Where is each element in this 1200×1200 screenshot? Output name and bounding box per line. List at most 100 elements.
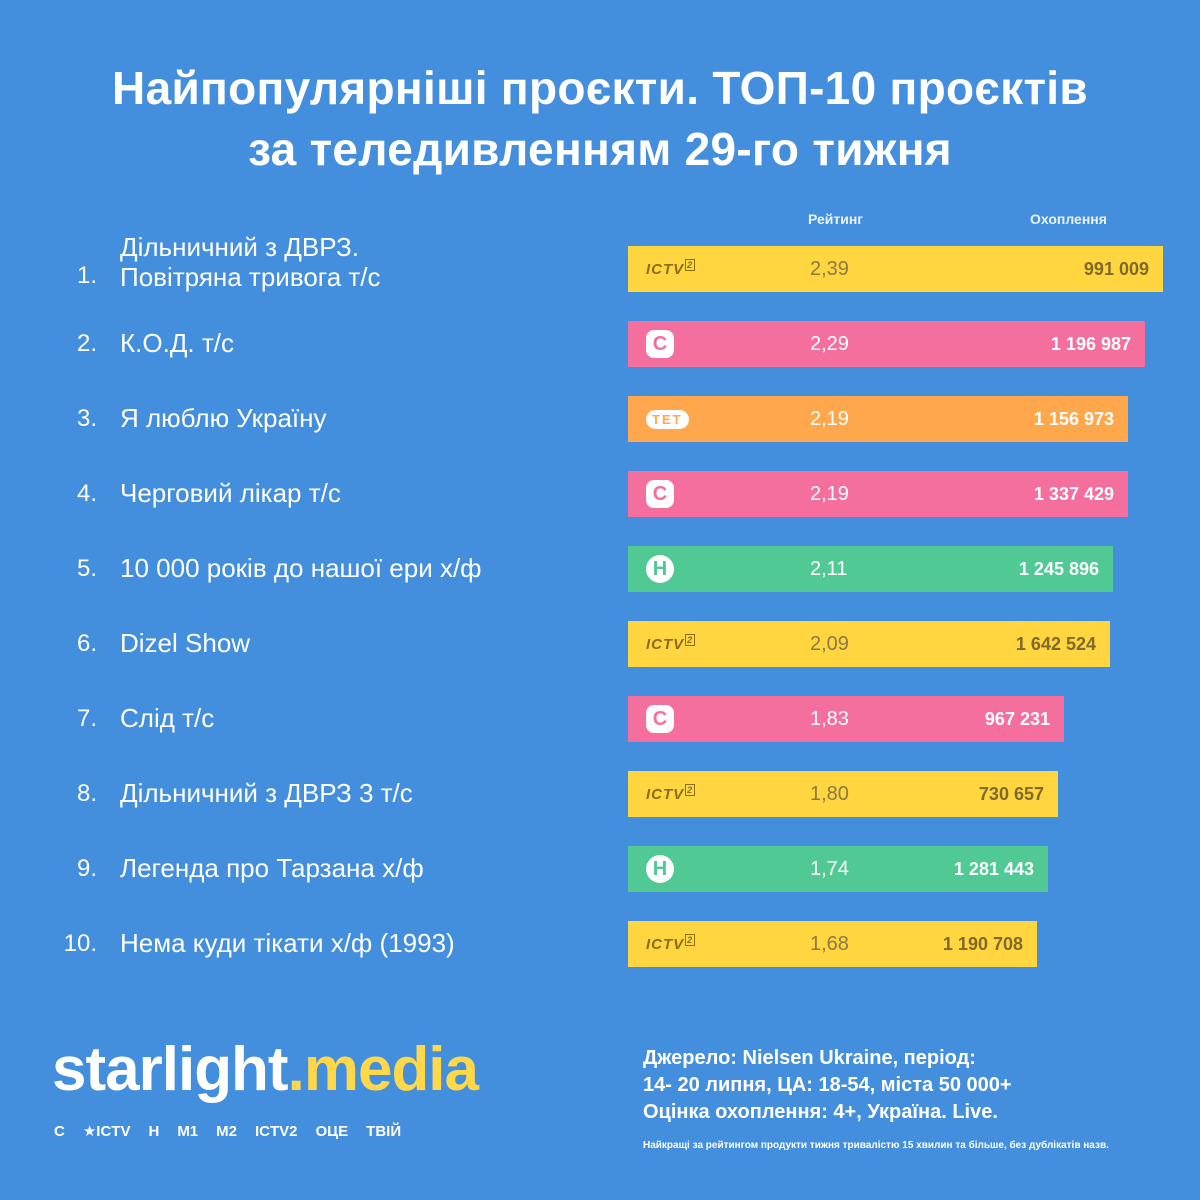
reach-value: 967 231 <box>984 709 1050 729</box>
rating-bar <box>628 546 1113 592</box>
rating-value: 2,09 <box>810 633 849 655</box>
rank-number: 1. <box>76 262 97 289</box>
program-name-line: К.О.Д. т/с <box>120 328 235 358</box>
program-name-line: Я люблю Україну <box>120 403 327 433</box>
rating-bar <box>628 621 1110 667</box>
program-name: Дільничний з ДВРЗ. Повітряна тривога т/с <box>120 232 381 292</box>
stb-logo-mark: С <box>646 705 674 733</box>
reach-value: 730 657 <box>978 784 1044 804</box>
ictv2-logo-sup: 2 <box>685 784 696 796</box>
rating-value: 1,68 <box>810 933 849 955</box>
ictv2-logo-sup: 2 <box>685 634 696 646</box>
program-name-line: Черговий лікар т/с <box>120 478 341 508</box>
rating-bar <box>628 321 1145 367</box>
stb-logo-mark: С <box>646 480 674 508</box>
source-line2: 14- 20 липня, ЦА: 18-54, міста 50 000+ <box>643 1074 1012 1096</box>
channel-mini-logo: ICTV2 <box>255 1122 298 1140</box>
program-name: Dizel Show <box>120 628 250 658</box>
rating-bar <box>628 696 1064 742</box>
channel-mini-logo: С <box>54 1122 65 1140</box>
footnote: Найкращі за рейтингом продукти тижня три… <box>643 1140 1109 1151</box>
program-name: 10 000 років до нашої ери х/ф <box>120 553 482 583</box>
rank-number: 7. <box>76 705 97 732</box>
brand-dot: . <box>287 1035 305 1104</box>
program-name: К.О.Д. т/с <box>120 328 234 358</box>
rank-number: 9. <box>76 855 97 882</box>
chart-title-line1: Найпопулярніші проєкти. ТОП-10 проєктів <box>112 62 1088 114</box>
ictv2-logo: ICTV 2 <box>646 246 696 292</box>
novyi-logo-mark: Н <box>646 855 674 883</box>
rating-bar <box>628 396 1128 442</box>
program-name-line: 10 000 років до нашої ери х/ф <box>120 553 482 583</box>
ictv2-logo-text: ICTV 2 <box>646 634 696 653</box>
ictv2-logo-text: ICTV 2 <box>646 784 696 803</box>
rating-value: 2,39 <box>810 258 849 280</box>
stb-logo: С <box>646 321 674 367</box>
rating-value: 2,11 <box>810 558 848 580</box>
channel-mini-logo: M1 <box>177 1122 199 1140</box>
program-name-line: Повітряна тривога т/с <box>120 262 381 292</box>
rank-number: 2. <box>76 330 97 357</box>
ictv2-logo-sup: 2 <box>685 934 696 946</box>
ictv2-logo: ICTV 2 <box>646 771 696 817</box>
program-name: Черговий лікар т/с <box>120 478 341 508</box>
program-name-line: Дільничний з ДВРЗ 3 т/с <box>120 778 413 808</box>
channel-mini-logo: ★ICTV <box>82 1123 131 1140</box>
rank-number: 3. <box>76 405 97 432</box>
brand-part2: media <box>303 1035 479 1104</box>
rating-bar <box>628 246 1163 292</box>
reach-value: 991 009 <box>1083 259 1149 279</box>
reach-value: 1 642 524 <box>1015 634 1096 654</box>
ictv2-logo-text: ICTV 2 <box>646 934 696 953</box>
stb-logo-mark: С <box>646 330 674 358</box>
rating-value: 1,83 <box>810 708 849 730</box>
rating-bar <box>628 771 1058 817</box>
novyi-logo-mark: Н <box>646 555 674 583</box>
program-name: Нема куди тікати х/ф (1993) <box>120 928 455 958</box>
reach-value: 1 281 443 <box>953 859 1034 879</box>
rating-value: 2,29 <box>810 333 849 355</box>
program-name-line: Дільничний з ДВРЗ. <box>120 232 359 262</box>
reach-value: 1 245 896 <box>1018 559 1099 579</box>
reach-value: 1 156 973 <box>1033 409 1114 429</box>
rank-number: 6. <box>76 630 97 657</box>
program-name: Я люблю Україну <box>120 403 327 433</box>
channel-mini-logo: ОЦЕ <box>315 1122 349 1140</box>
rating-bar <box>628 471 1128 517</box>
rank-number: 10. <box>63 930 97 957</box>
starlight-media-logo: starlight.media <box>52 1034 479 1105</box>
program-name-line: Dizel Show <box>120 628 251 658</box>
rank-number: 8. <box>76 780 97 807</box>
ictv2-logo: ICTV 2 <box>646 921 696 967</box>
program-name: Слід т/с <box>120 703 214 733</box>
program-name-line: Слід т/с <box>120 703 215 733</box>
ictv2-logo-sup: 2 <box>685 259 696 271</box>
reach-value: 1 196 987 <box>1050 334 1131 354</box>
reach-value: 1 337 429 <box>1033 484 1114 504</box>
rating-bar <box>628 921 1037 967</box>
rating-value: 2,19 <box>810 408 849 430</box>
channel-mini-logo: ТВІЙ <box>366 1122 402 1140</box>
rating-value: 1,74 <box>810 858 849 880</box>
channel-mini-logo: M2 <box>216 1122 237 1140</box>
rating-column-header: Рейтинг <box>808 211 864 227</box>
rank-number: 5. <box>76 555 97 582</box>
novyi-kanal-logo: Н <box>646 846 674 892</box>
rating-bar <box>628 846 1048 892</box>
channel-logo-strip: С ★ICTV Н M1 M2 ICTV2 ОЦЕ ТВІЙ <box>54 1116 401 1146</box>
reach-column-header: Охоплення <box>1030 211 1107 227</box>
ictv2-logo: ICTV 2 <box>646 621 696 667</box>
ictv2-logo-text: ICTV 2 <box>646 259 696 278</box>
rating-value: 2,19 <box>810 483 849 505</box>
stb-logo: С <box>646 696 674 742</box>
tet-logo-text: ТЕТ <box>646 409 689 429</box>
brand-part1: starlight <box>52 1035 289 1104</box>
source-note: Джерело: Nielsen Ukraine, період: 14- 20… <box>643 1045 1012 1126</box>
channel-mini-logo: Н <box>148 1122 160 1140</box>
chart-title-line2: за теледивленням 29-го тижня <box>248 123 952 175</box>
chart-title: Найпопулярніші проєкти. ТОП-10 проєктів … <box>0 58 1200 180</box>
program-name: Дільничний з ДВРЗ 3 т/с <box>120 778 413 808</box>
rank-number: 4. <box>76 480 97 507</box>
source-line1: Джерело: Nielsen Ukraine, період: <box>643 1047 976 1069</box>
reach-value: 1 190 708 <box>942 934 1023 954</box>
